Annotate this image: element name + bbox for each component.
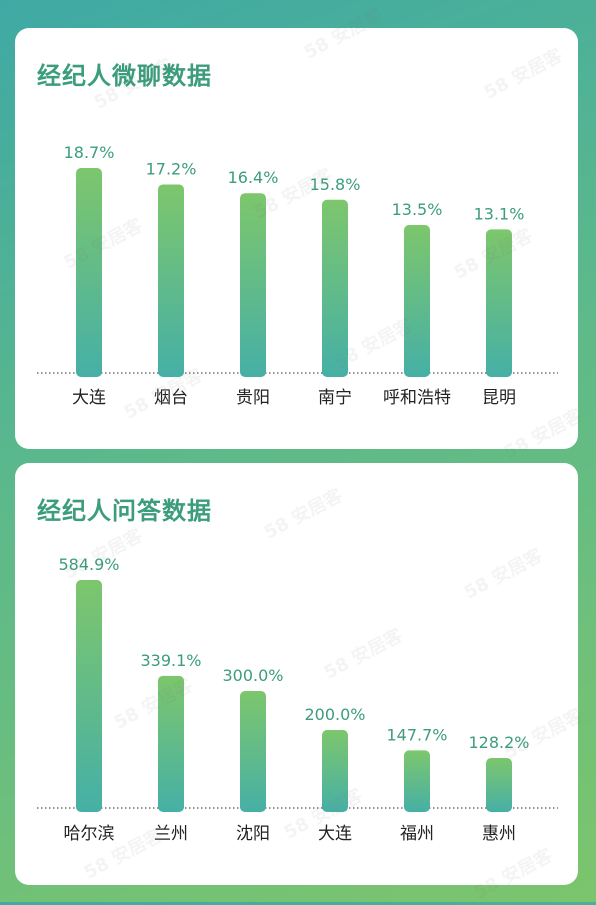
data-label: 147.7% [386, 725, 447, 744]
bar [322, 730, 348, 812]
data-label: 18.7% [64, 143, 115, 162]
category-label: 贵阳 [236, 388, 270, 408]
category-label: 烟台 [154, 388, 188, 408]
bar [404, 750, 430, 812]
data-label: 128.2% [468, 733, 529, 752]
bar [158, 675, 184, 812]
data-label: 17.2% [146, 159, 197, 178]
category-label: 惠州 [482, 824, 516, 844]
bar [486, 758, 512, 812]
bar [240, 691, 266, 812]
bar [322, 199, 348, 377]
data-label: 300.0% [222, 666, 283, 685]
category-label: 大连 [72, 388, 106, 408]
bar [76, 580, 102, 812]
category-label: 昆明 [482, 388, 516, 408]
chart-title: 经纪人微聊数据 [37, 62, 212, 90]
data-label: 200.0% [304, 705, 365, 724]
category-label: 沈阳 [236, 824, 270, 844]
data-label: 584.9% [58, 555, 119, 574]
bar [158, 184, 184, 377]
bar-chart-wenda: 584.9% 哈尔滨 339.1% 兰州 300.0% 沈阳 200.0% 大连 147.7% 福… [37, 555, 558, 844]
chart-title: 经纪人问答数据 [37, 497, 212, 525]
category-label: 大连 [318, 824, 352, 844]
data-label: 15.8% [310, 175, 361, 194]
data-label: 13.5% [392, 200, 443, 219]
category-label: 福州 [400, 824, 434, 844]
data-label: 13.1% [474, 204, 525, 223]
data-label: 16.4% [228, 168, 279, 187]
data-label: 339.1% [140, 651, 201, 670]
bar [76, 168, 102, 377]
chart-card-weiliao: 经纪人微聊数据 18.7% 大连 17.2% 烟台 16.4% 贵阳 15.8% 南宁 13.5… [15, 28, 578, 449]
category-label: 哈尔滨 [64, 824, 115, 844]
bar-chart-weiliao: 18.7% 大连 17.2% 烟台 16.4% 贵阳 15.8% 南宁 13.5% 呼和浩特 13.… [37, 143, 558, 408]
category-label: 南宁 [318, 388, 352, 408]
category-label: 呼和浩特 [383, 388, 451, 408]
bar [240, 193, 266, 377]
chart-card-wenda: 经纪人问答数据 584.9% 哈尔滨 339.1% 兰州 300.0% 沈阳 200.0% 大… [15, 463, 578, 885]
category-label: 兰州 [154, 824, 188, 844]
bar [486, 229, 512, 377]
bar [404, 225, 430, 377]
